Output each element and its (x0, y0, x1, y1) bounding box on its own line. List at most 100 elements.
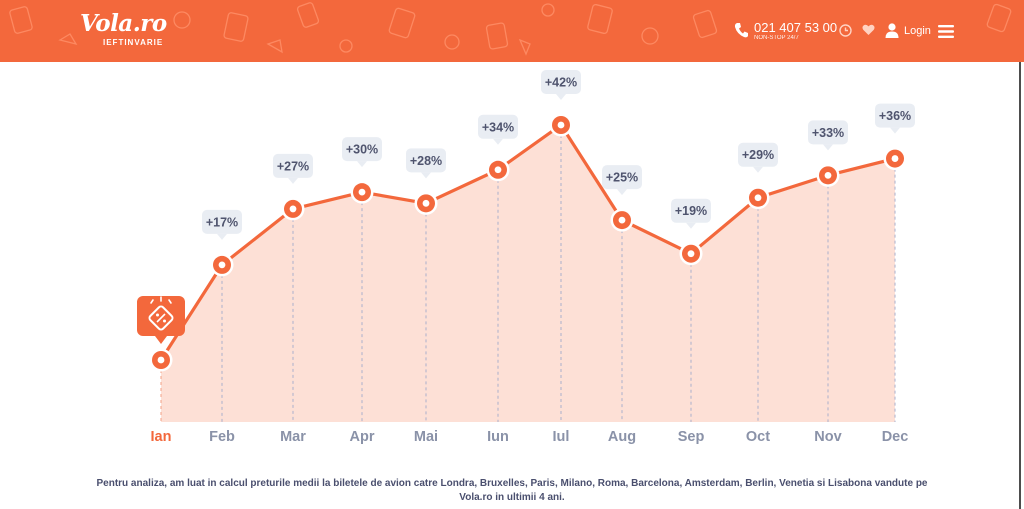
x-tick-feb: Feb (209, 429, 235, 445)
point-oct (746, 186, 770, 210)
point-center (824, 171, 832, 179)
discount-tag-box (137, 296, 185, 336)
point-center (891, 155, 899, 162)
vola-logo[interactable]: Vola.ro IEFTINVARIE (80, 10, 167, 48)
data-label-pointer (556, 94, 566, 100)
data-label-mar: +27% (273, 153, 313, 184)
data-label-box (202, 209, 242, 234)
point-center (422, 199, 430, 207)
clock-icon[interactable] (839, 24, 852, 37)
discount-tag-shape (148, 305, 174, 331)
data-label-text: +19% (675, 204, 707, 218)
point-sep (679, 242, 703, 266)
data-label-pointer (493, 138, 503, 145)
point-iul (549, 113, 573, 137)
phone-number: 021 407 53 00 (754, 20, 838, 35)
percent-dot (163, 319, 166, 323)
point-center (618, 216, 626, 224)
point-mai (414, 191, 438, 215)
data-label-sep: +19% (671, 198, 711, 229)
data-label-box (738, 142, 778, 167)
point-center (687, 250, 695, 258)
viewport-edge (1019, 62, 1021, 509)
point-center (358, 188, 366, 196)
point-center (218, 261, 226, 269)
point-center (494, 166, 502, 174)
point-iun (486, 158, 510, 182)
data-label-dec: +36% (875, 103, 915, 134)
point-mar (281, 197, 305, 221)
data-label-box (541, 70, 581, 94)
percent-dot (156, 313, 159, 317)
x-tick-apr: Apr (350, 429, 375, 445)
percent-slash (156, 313, 166, 323)
x-tick-iun: Iun (487, 429, 509, 445)
data-label-box (273, 153, 313, 178)
menu-icon[interactable] (938, 25, 954, 38)
data-label-text: +30% (346, 143, 378, 157)
data-label-pointer (421, 172, 431, 179)
discount-tag-icon (137, 296, 185, 344)
data-label-text: +28% (410, 154, 442, 168)
point-feb (210, 253, 234, 277)
data-label-pointer (217, 233, 227, 240)
data-label-text: +25% (606, 171, 638, 185)
point-center (557, 121, 565, 129)
data-label-box (406, 148, 446, 173)
data-label-apr: +30% (342, 137, 382, 168)
data-label-box (671, 198, 711, 223)
data-label-pointer (617, 189, 627, 196)
data-label-pointer (288, 177, 298, 184)
data-label-aug: +25% (602, 165, 642, 196)
point-center (289, 205, 297, 213)
x-tick-mar: Mar (280, 429, 306, 445)
point-dec (883, 147, 907, 171)
data-label-box (875, 103, 915, 128)
data-label-box (478, 114, 518, 139)
discount-tag-pointer (155, 336, 167, 344)
data-label-oct: +29% (738, 142, 778, 173)
data-label-text: +17% (206, 215, 238, 229)
data-label-mai: +28% (406, 148, 446, 179)
footnote: Pentru analiza, am luat in calcul pretur… (96, 478, 928, 503)
header-pattern (9, 2, 1012, 56)
data-label-pointer (357, 161, 367, 168)
series-line (159, 123, 896, 361)
data-label-text: +42% (545, 76, 577, 90)
data-label-iul: +42% (541, 70, 581, 100)
data-label-box (342, 137, 382, 162)
heart-icon[interactable] (862, 24, 875, 36)
data-label-text: +29% (742, 148, 774, 162)
data-label-text: +27% (277, 159, 309, 173)
x-tick-mai: Mai (414, 429, 438, 445)
price-change-chart: +17% +27% +30% +28% +34% +42% +25% +19% +29% +33%… (137, 70, 915, 445)
data-label-text: +33% (812, 126, 844, 140)
x-tick-dec: Dec (882, 429, 909, 445)
x-tick-ian: Ian (151, 429, 172, 445)
logo-text: Vola.ro (80, 10, 167, 37)
point-center (754, 194, 762, 202)
login-link[interactable]: Login (904, 25, 931, 37)
data-label-iun: +34% (478, 114, 518, 145)
user-icon[interactable] (885, 23, 899, 38)
phone-availability: NON-STOP 24/7 (754, 35, 799, 41)
x-tick-nov: Nov (814, 429, 841, 445)
data-label-box (808, 120, 848, 145)
x-tick-oct: Oct (746, 429, 770, 445)
point-nov (816, 163, 840, 187)
x-tick-aug: Aug (608, 429, 636, 445)
data-label-text: +36% (879, 109, 911, 123)
data-label-box (602, 165, 642, 190)
point-aug (610, 208, 634, 232)
area-fill (161, 125, 895, 422)
point-ian (149, 348, 173, 372)
data-label-text: +34% (482, 120, 514, 134)
data-label-pointer (823, 144, 833, 151)
data-label-pointer (890, 127, 900, 134)
data-label-nov: +33% (808, 120, 848, 151)
site-header: Vola.ro IEFTINVARIE 021 407 53 00 NON-ST… (0, 0, 1024, 62)
x-tick-iul: Iul (553, 429, 570, 445)
data-label-pointer (753, 166, 763, 173)
sparkle-ray (150, 299, 154, 304)
x-tick-sep: Sep (678, 429, 705, 445)
